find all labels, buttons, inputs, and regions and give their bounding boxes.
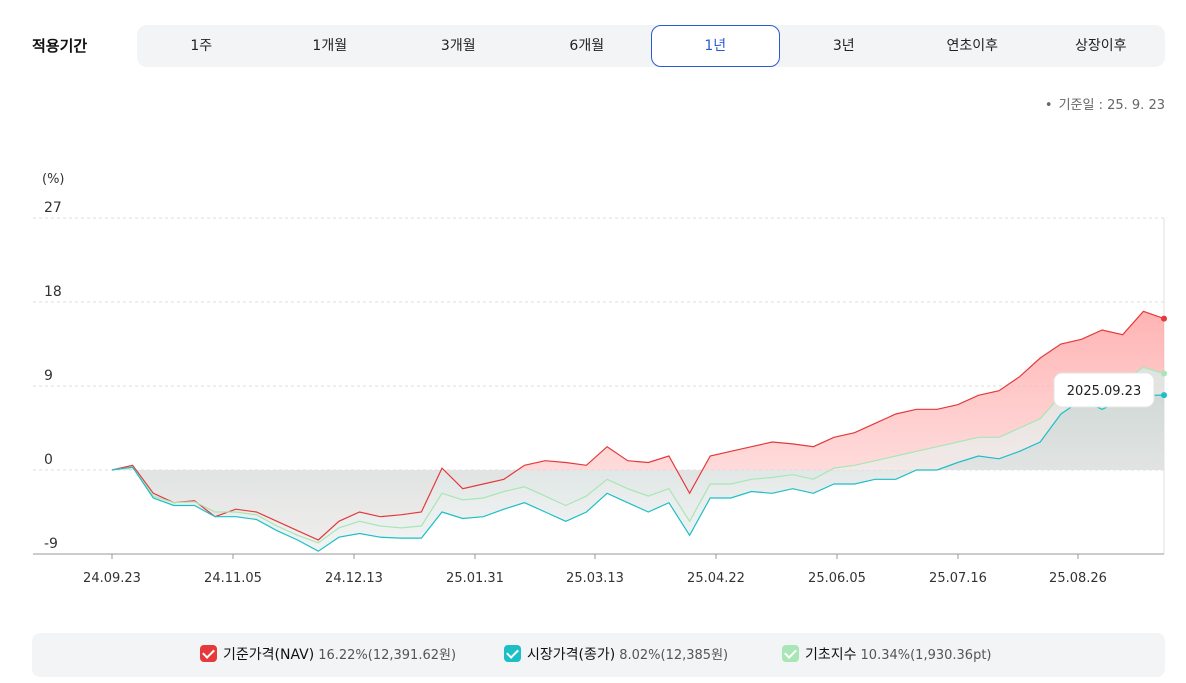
index-line: [111, 366, 1165, 544]
legend-name: 기준가격(NAV): [223, 647, 315, 663]
market-area: [112, 395, 1164, 552]
legend-value: 10.34%(1,930.36pt): [860, 648, 992, 663]
nav-end-point: [1161, 315, 1167, 322]
x-tick-label: 25.01.31: [446, 571, 504, 586]
tab-2[interactable]: 1개월: [312, 38, 348, 54]
chart-legend: 기준가격(NAV) 16.22%(12,391.62원) 시장가격(종가) 8.02%…: [32, 633, 1165, 677]
base-date: • 기준일 : 25. 9. 23: [1044, 98, 1165, 113]
legend-name: 시장가격(종가): [527, 647, 616, 663]
x-tick-label: 25.06.05: [808, 571, 866, 586]
y-tick-label: 0: [44, 452, 53, 468]
legend-name: 기초지수: [805, 647, 857, 663]
date-tooltip: 2025.09.23: [1053, 372, 1155, 408]
legend-value: 16.22%(12,391.62원): [318, 648, 457, 663]
x-tick-label: 24.12.13: [325, 571, 383, 586]
y-tick-label: -9: [44, 536, 58, 552]
market-line: [111, 394, 1165, 552]
legend-item-2[interactable]: 시장가격(종가) 8.02%(12,385원): [504, 633, 728, 677]
tab-7[interactable]: 연초이후: [946, 38, 999, 54]
tab-3[interactable]: 3개월: [440, 38, 476, 54]
legend-item-3[interactable]: 기초지수 10.34%(1,930.36pt): [782, 633, 991, 677]
y-tick-label: 9: [44, 368, 53, 384]
legend-item-1[interactable]: 기준가격(NAV) 16.22%(12,391.62원): [200, 633, 456, 677]
market-end-point: [1161, 392, 1167, 399]
checkbox-icon[interactable]: [782, 644, 799, 662]
return-chart: 27 18 9 0 -9 24.09.23 24.11.05 24.12.13 25.01.31…: [33, 200, 1167, 586]
tab-4[interactable]: 6개월: [569, 38, 605, 54]
x-tick-label: 24.11.05: [204, 571, 262, 586]
tab-8[interactable]: 상장이후: [1074, 38, 1127, 54]
nav-line: [111, 310, 1165, 541]
base-date-text: 기준일 : 25. 9. 23: [1058, 98, 1165, 113]
tooltip-text: 2025.09.23: [1067, 384, 1141, 399]
x-tick-label: 25.04.22: [687, 571, 745, 586]
index-end-point: [1161, 370, 1167, 377]
x-tick-label: 25.08.26: [1049, 571, 1107, 586]
checkbox-icon[interactable]: [504, 644, 521, 662]
x-tick-label: 24.09.23: [83, 571, 141, 586]
y-tick-label: 27: [44, 200, 62, 216]
period-label: 적용기간: [32, 37, 88, 55]
y-tick-label: 18: [44, 284, 62, 300]
x-tick-label: 25.03.13: [566, 571, 624, 586]
tab-5[interactable]: 1년: [651, 25, 780, 67]
period-tabbar: 1주 1개월 3개월 6개월 1년 3년 연초이후 상장이후: [137, 25, 1165, 67]
checkbox-icon[interactable]: [200, 644, 217, 662]
tab-1[interactable]: 1주: [190, 38, 213, 54]
y-axis-unit: (%): [42, 172, 65, 187]
x-tick-label: 25.07.16: [929, 571, 987, 586]
legend-value: 8.02%(12,385원): [619, 648, 729, 663]
tab-6[interactable]: 3년: [832, 38, 855, 54]
